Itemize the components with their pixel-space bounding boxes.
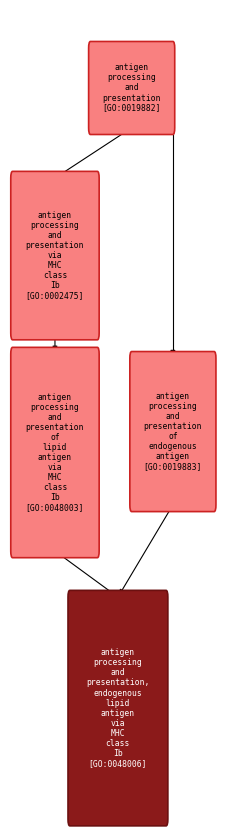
- Text: antigen
processing
and
presentation
of
endogenous
antigen
[GO:0019883]: antigen processing and presentation of e…: [144, 392, 202, 471]
- Text: antigen
processing
and
presentation
[GO:0019882]: antigen processing and presentation [GO:…: [102, 64, 161, 112]
- Text: antigen
processing
and
presentation
of
lipid
antigen
via
MHC
class
Ib
[GO:004800: antigen processing and presentation of l…: [26, 393, 84, 512]
- FancyBboxPatch shape: [89, 41, 175, 134]
- Text: antigen
processing
and
presentation
via
MHC
class
Ib
[GO:0002475]: antigen processing and presentation via …: [26, 211, 84, 300]
- FancyBboxPatch shape: [11, 347, 99, 558]
- FancyBboxPatch shape: [130, 352, 216, 511]
- FancyBboxPatch shape: [68, 590, 168, 826]
- FancyBboxPatch shape: [11, 172, 99, 340]
- Text: antigen
processing
and
presentation,
endogenous
lipid
antigen
via
MHC
class
Ib
[: antigen processing and presentation, end…: [86, 649, 150, 768]
